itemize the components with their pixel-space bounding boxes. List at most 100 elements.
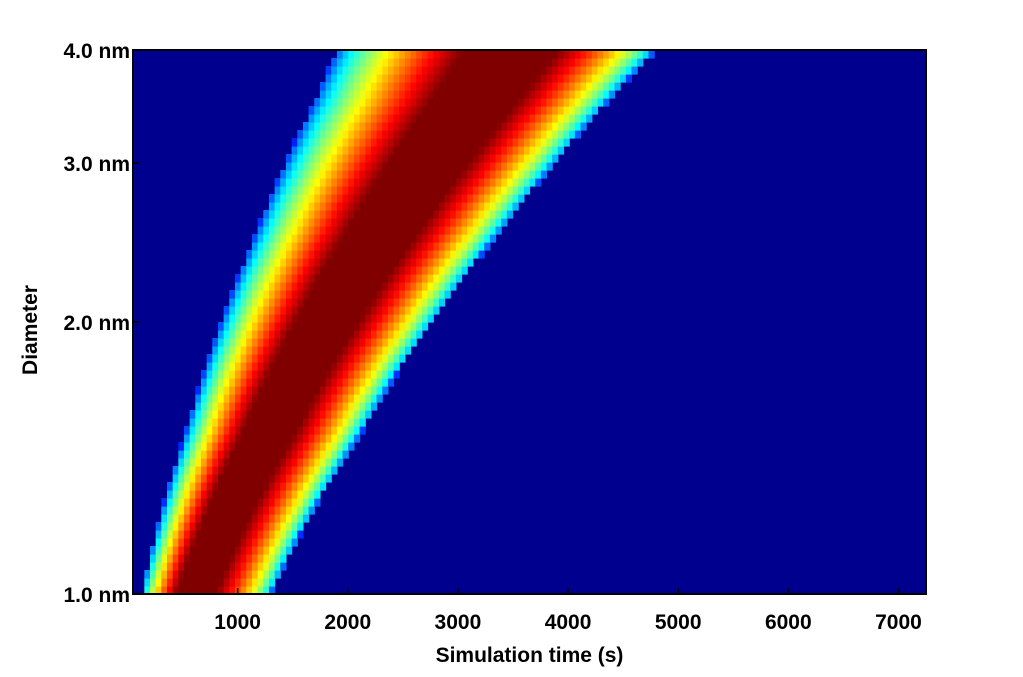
heatmap-cell: [325, 370, 332, 379]
heatmap-cell: [212, 562, 219, 571]
heatmap-cell: [166, 506, 174, 515]
heatmap-cell: [285, 546, 293, 555]
heatmap-cell: [404, 346, 412, 355]
heatmap-cell: [246, 578, 253, 587]
heatmap-cell: [427, 146, 434, 155]
heatmap-cell: [274, 274, 281, 283]
heatmap-cell: [161, 514, 168, 523]
heatmap-cell: [404, 82, 412, 91]
heatmap-cell: [438, 114, 446, 123]
heatmap-cell: [370, 354, 378, 363]
heatmap-cell: [512, 146, 519, 155]
heatmap-cell: [591, 66, 599, 75]
heatmap-cell: [461, 130, 468, 139]
heatmap-cell: [376, 82, 383, 91]
heatmap-cell: [342, 298, 349, 307]
heatmap-cell: [376, 226, 383, 235]
heatmap-cell: [319, 410, 327, 419]
heatmap-cell: [319, 274, 327, 283]
heatmap-cell: [382, 50, 389, 59]
heatmap-cell: [234, 458, 242, 467]
heatmap-cell: [251, 322, 259, 331]
heatmap-cell: [342, 386, 349, 395]
heatmap-cell: [455, 58, 463, 67]
heatmap-cell: [217, 322, 225, 331]
heatmap-cell: [433, 186, 440, 195]
heatmap-cell: [540, 66, 548, 75]
heatmap-cell: [183, 458, 191, 467]
heatmap-cell: [529, 98, 536, 107]
heatmap-cell: [557, 90, 565, 99]
heatmap-cell: [217, 506, 225, 515]
heatmap-cell: [251, 554, 259, 563]
heatmap-cell: [399, 98, 406, 107]
heatmap-cell: [291, 346, 298, 355]
heatmap-cell: [314, 282, 321, 291]
heatmap-cell: [353, 114, 361, 123]
heatmap-cell: [416, 258, 423, 267]
heatmap-cell: [331, 210, 338, 219]
heatmap-cell: [580, 106, 587, 115]
heatmap-cell: [285, 170, 293, 179]
heatmap-cell: [302, 490, 310, 499]
heatmap-cell: [552, 66, 559, 75]
heatmap-cell: [342, 378, 349, 387]
heatmap-cell: [178, 538, 185, 547]
heatmap-cell: [280, 546, 287, 555]
heatmap-cell: [297, 418, 304, 427]
heatmap-cell: [285, 274, 293, 283]
heatmap-cell: [387, 290, 395, 299]
heatmap-cell: [404, 330, 412, 339]
heatmap-cell: [478, 50, 485, 59]
heatmap-cell: [620, 66, 627, 75]
heatmap-cell: [461, 114, 468, 123]
heatmap-cell: [393, 178, 400, 187]
heatmap-cell: [376, 106, 383, 115]
heatmap-cell: [212, 522, 219, 531]
heatmap-cell: [569, 114, 576, 123]
heatmap-cell: [421, 66, 429, 75]
heatmap-cell: [336, 394, 344, 403]
heatmap-cell: [285, 450, 293, 459]
heatmap-cell: [212, 450, 219, 459]
heatmap-cell: [348, 426, 355, 435]
heatmap-cell: [178, 466, 185, 475]
heatmap-cell: [234, 274, 242, 283]
heatmap-cell: [234, 370, 242, 379]
heatmap-cell: [223, 482, 230, 491]
heatmap-cell: [263, 322, 270, 331]
heatmap-cell: [529, 170, 536, 179]
heatmap-cell: [376, 290, 383, 299]
heatmap-cell: [444, 234, 451, 243]
heatmap-cell: [472, 122, 480, 131]
heatmap-cell: [263, 298, 270, 307]
heatmap-cell: [591, 50, 599, 59]
heatmap-cell: [274, 570, 281, 579]
heatmap-cell: [495, 170, 502, 179]
heatmap-cell: [302, 266, 310, 275]
heatmap-cell: [280, 442, 287, 451]
heatmap-cell: [376, 298, 383, 307]
heatmap-cell: [557, 114, 565, 123]
heatmap-cell: [540, 82, 548, 91]
heatmap-cell: [319, 162, 327, 171]
heatmap-cell: [461, 98, 468, 107]
heatmap-cell: [342, 274, 349, 283]
heatmap-cell: [246, 482, 253, 491]
heatmap-cell: [365, 266, 372, 275]
heatmap-cell: [251, 250, 259, 259]
heatmap-cell: [268, 466, 276, 475]
heatmap-cell: [427, 226, 434, 235]
heatmap-cell: [308, 162, 315, 171]
heatmap-cell: [529, 162, 536, 171]
heatmap-cell: [285, 362, 293, 371]
heatmap-cell: [268, 338, 276, 347]
heatmap-cell: [472, 226, 480, 235]
heatmap-cell: [268, 306, 276, 315]
heatmap-cell: [274, 330, 281, 339]
heatmap-cell: [246, 530, 253, 539]
heatmap-cell: [404, 202, 412, 211]
heatmap-cell: [461, 178, 468, 187]
heatmap-cell: [240, 434, 247, 443]
heatmap-cell: [370, 194, 378, 203]
